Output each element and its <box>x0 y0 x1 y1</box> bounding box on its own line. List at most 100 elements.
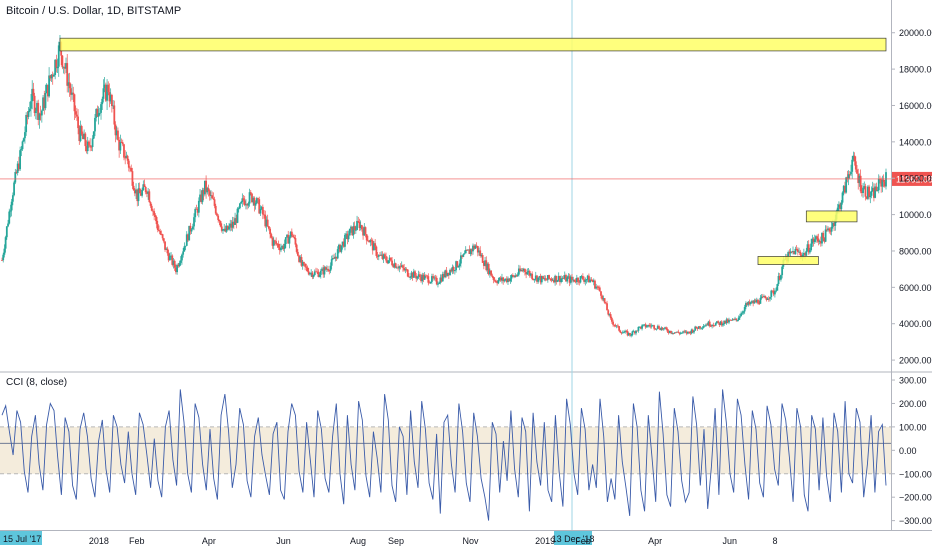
candle-body <box>705 324 707 326</box>
candle-body <box>546 275 549 280</box>
candle-body <box>342 241 345 247</box>
candle-body <box>220 226 223 231</box>
candle-body <box>222 229 224 231</box>
candle-body <box>253 197 256 206</box>
candle-body <box>126 155 129 161</box>
candle-body <box>15 171 18 173</box>
candle-body <box>830 226 833 232</box>
candle-body <box>74 111 77 115</box>
candle-body <box>274 240 276 242</box>
candle-body <box>824 229 827 242</box>
candle-body <box>68 82 71 89</box>
candle-body <box>389 257 392 261</box>
candle-body <box>352 226 355 236</box>
candle-body <box>453 270 456 272</box>
candle-body <box>22 138 25 142</box>
candle-body <box>287 234 290 244</box>
candle-body <box>633 331 636 334</box>
candle-body <box>647 325 649 327</box>
candle-body <box>381 254 384 259</box>
candle-body <box>745 303 747 308</box>
candle-body <box>758 303 761 305</box>
candle-body <box>831 223 834 227</box>
cursor-date-box <box>554 531 592 545</box>
candle-body <box>267 226 270 229</box>
candle-body <box>585 279 588 281</box>
candle-body <box>94 117 96 132</box>
candle-body <box>445 270 448 276</box>
candle-body <box>767 298 770 300</box>
candle-body <box>796 249 799 252</box>
candle-body <box>379 255 381 256</box>
candle-body <box>709 325 712 327</box>
candle-body <box>773 291 776 295</box>
candle-body <box>823 238 826 242</box>
candle-body <box>149 202 152 206</box>
candle-body <box>625 330 628 332</box>
candle-body <box>475 245 478 247</box>
candle-body <box>496 282 499 284</box>
candle-body <box>565 275 567 282</box>
candle-body <box>734 318 736 320</box>
candle-body <box>520 270 523 272</box>
candle-body <box>49 75 52 79</box>
candle-body <box>182 251 185 255</box>
candle-body <box>159 230 162 234</box>
candle-body <box>280 247 282 251</box>
candle-body <box>676 331 678 333</box>
candle-body <box>26 114 29 117</box>
cci-tick-label: 300.00 <box>899 376 927 386</box>
candle-body <box>530 273 532 276</box>
candle-body <box>435 277 438 285</box>
candle-body <box>488 270 491 275</box>
candle-body <box>863 186 866 188</box>
candle-body <box>28 108 31 112</box>
candle-body <box>613 324 616 326</box>
candle-body <box>316 271 319 273</box>
candle-body <box>194 208 197 218</box>
candle-body <box>373 243 375 251</box>
candle-body <box>509 278 512 282</box>
candle-body <box>152 210 154 212</box>
candle-body <box>299 257 302 262</box>
candle-body <box>212 198 215 200</box>
candle-body <box>847 174 850 179</box>
candle-body <box>96 109 99 117</box>
candle-body <box>876 190 879 192</box>
candle-body <box>418 274 421 278</box>
candle-body <box>559 275 561 283</box>
candle-body <box>609 314 612 319</box>
candle-body <box>3 248 6 255</box>
candle-body <box>508 278 511 282</box>
candle-body <box>856 169 858 174</box>
candle-body <box>575 277 578 283</box>
candle-body <box>125 155 128 159</box>
candle-body <box>388 257 391 261</box>
candle-body <box>724 320 727 324</box>
candle-body <box>683 331 686 333</box>
candle-body <box>618 326 621 331</box>
candle-body <box>707 321 710 326</box>
candle-body <box>2 254 5 261</box>
candle-body <box>542 276 544 279</box>
candle-body <box>793 251 796 255</box>
candle-body <box>276 243 279 245</box>
candle-body <box>842 185 845 193</box>
candle-body <box>177 264 180 267</box>
candle-body <box>228 226 230 230</box>
candle-body <box>30 101 32 109</box>
candle-body <box>528 271 531 276</box>
candle-body <box>865 196 868 199</box>
candle-body <box>148 191 151 203</box>
candle-body <box>31 88 34 102</box>
candle-body <box>432 276 435 279</box>
candle-body <box>538 276 541 278</box>
candle-body <box>829 230 832 232</box>
candle-body <box>410 272 413 278</box>
candle-body <box>539 276 542 283</box>
candle-body <box>129 167 131 169</box>
candle-body <box>854 161 857 170</box>
candle-body <box>668 330 671 333</box>
candle-body <box>873 187 875 198</box>
